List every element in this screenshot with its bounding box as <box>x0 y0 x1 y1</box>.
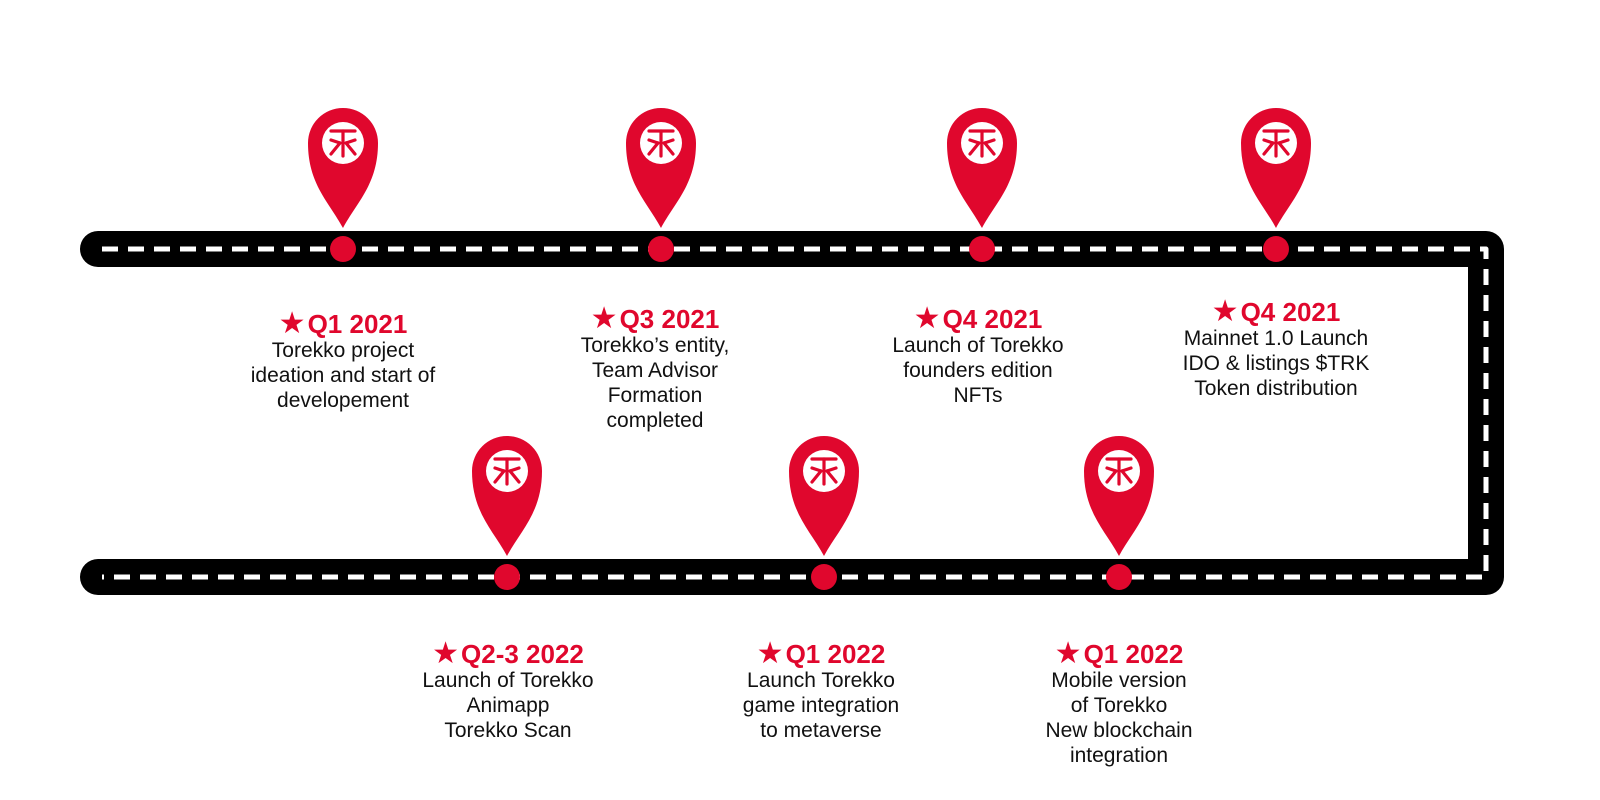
star-icon: ★ <box>1054 637 1082 670</box>
star-icon: ★ <box>913 302 941 335</box>
milestone-text: developement <box>277 389 409 412</box>
milestone-text: New blockchain <box>1045 719 1193 742</box>
milestone-bottom-2: ★ Q1 2022 Launch Torekko game integration… <box>701 637 941 743</box>
milestone-top-3: ★ Q4 2021 Launch of Torekko founders edit… <box>858 302 1098 408</box>
milestone-period: Q1 2022 <box>785 639 886 669</box>
milestone-period: Q1 2022 <box>1083 639 1184 669</box>
star-icon: ★ <box>590 302 618 335</box>
milestone-text: Torekko Scan <box>444 719 572 742</box>
milestone-text: founders edition <box>903 359 1053 382</box>
milestone-text: IDO & listings $TRK <box>1182 352 1370 375</box>
marker-top-3 <box>945 106 1019 262</box>
milestone-text: Mobile version <box>1051 669 1187 692</box>
milestone-period: Q4 2021 <box>942 304 1043 334</box>
star-icon: ★ <box>278 307 306 340</box>
milestone-text: NFTs <box>953 384 1003 407</box>
milestone-text: ideation and start of <box>250 364 436 387</box>
milestone-text: Formation <box>607 384 703 407</box>
milestone-text: of Torekko <box>1070 694 1168 717</box>
milestone-period: Q1 2021 <box>307 309 408 339</box>
milestone-bottom-3: ★ Q1 2022 Mobile version of Torekko New b… <box>999 637 1239 768</box>
milestone-text: completed <box>606 409 704 432</box>
marker-bottom-3 <box>1082 434 1156 590</box>
milestone-text: Mainnet 1.0 Launch <box>1183 327 1369 350</box>
milestone-text: to metaverse <box>760 719 882 742</box>
milestone-text: Launch Torekko <box>747 669 895 692</box>
marker-top-1 <box>306 106 380 262</box>
location-pin-icon <box>1082 434 1156 558</box>
marker-bottom-1 <box>470 434 544 590</box>
milestone-bottom-1: ★ Q2-3 2022 Launch of Torekko Animapp Tor… <box>388 637 628 743</box>
milestone-text: Team Advisor <box>591 359 719 382</box>
milestone-text: Launch of Torekko <box>422 669 594 692</box>
milestone-top-2: ★ Q3 2021 Torekko’s entity, Team Advisor … <box>535 302 775 433</box>
location-pin-icon <box>306 106 380 230</box>
milestone-top-1: ★ Q1 2021 Torekko project ideation and st… <box>223 307 463 413</box>
location-pin-icon <box>787 434 861 558</box>
star-icon: ★ <box>756 637 784 670</box>
milestone-text: Launch of Torekko <box>892 334 1064 357</box>
milestone-period: Q4 2021 <box>1240 297 1341 327</box>
milestone-top-4: ★ Q4 2021 Mainnet 1.0 Launch IDO & listin… <box>1156 295 1396 401</box>
marker-bottom-2 <box>787 434 861 590</box>
milestone-text: Animapp <box>466 694 550 717</box>
milestone-text: game integration <box>742 694 900 717</box>
marker-top-4 <box>1239 106 1313 262</box>
marker-top-2 <box>624 106 698 262</box>
milestone-period: Q3 2021 <box>619 304 720 334</box>
milestone-text: Torekko project <box>271 339 415 362</box>
milestone-text: integration <box>1069 744 1169 767</box>
location-pin-icon <box>470 434 544 558</box>
milestone-text: Token distribution <box>1194 377 1358 400</box>
milestone-text: Torekko’s entity, <box>580 334 730 357</box>
milestone-period: Q2-3 2022 <box>461 639 584 669</box>
location-pin-icon <box>945 106 1019 230</box>
road-dash <box>102 246 1489 580</box>
location-pin-icon <box>1239 106 1313 230</box>
star-icon: ★ <box>1211 295 1239 328</box>
star-icon: ★ <box>432 637 460 670</box>
location-pin-icon <box>624 106 698 230</box>
